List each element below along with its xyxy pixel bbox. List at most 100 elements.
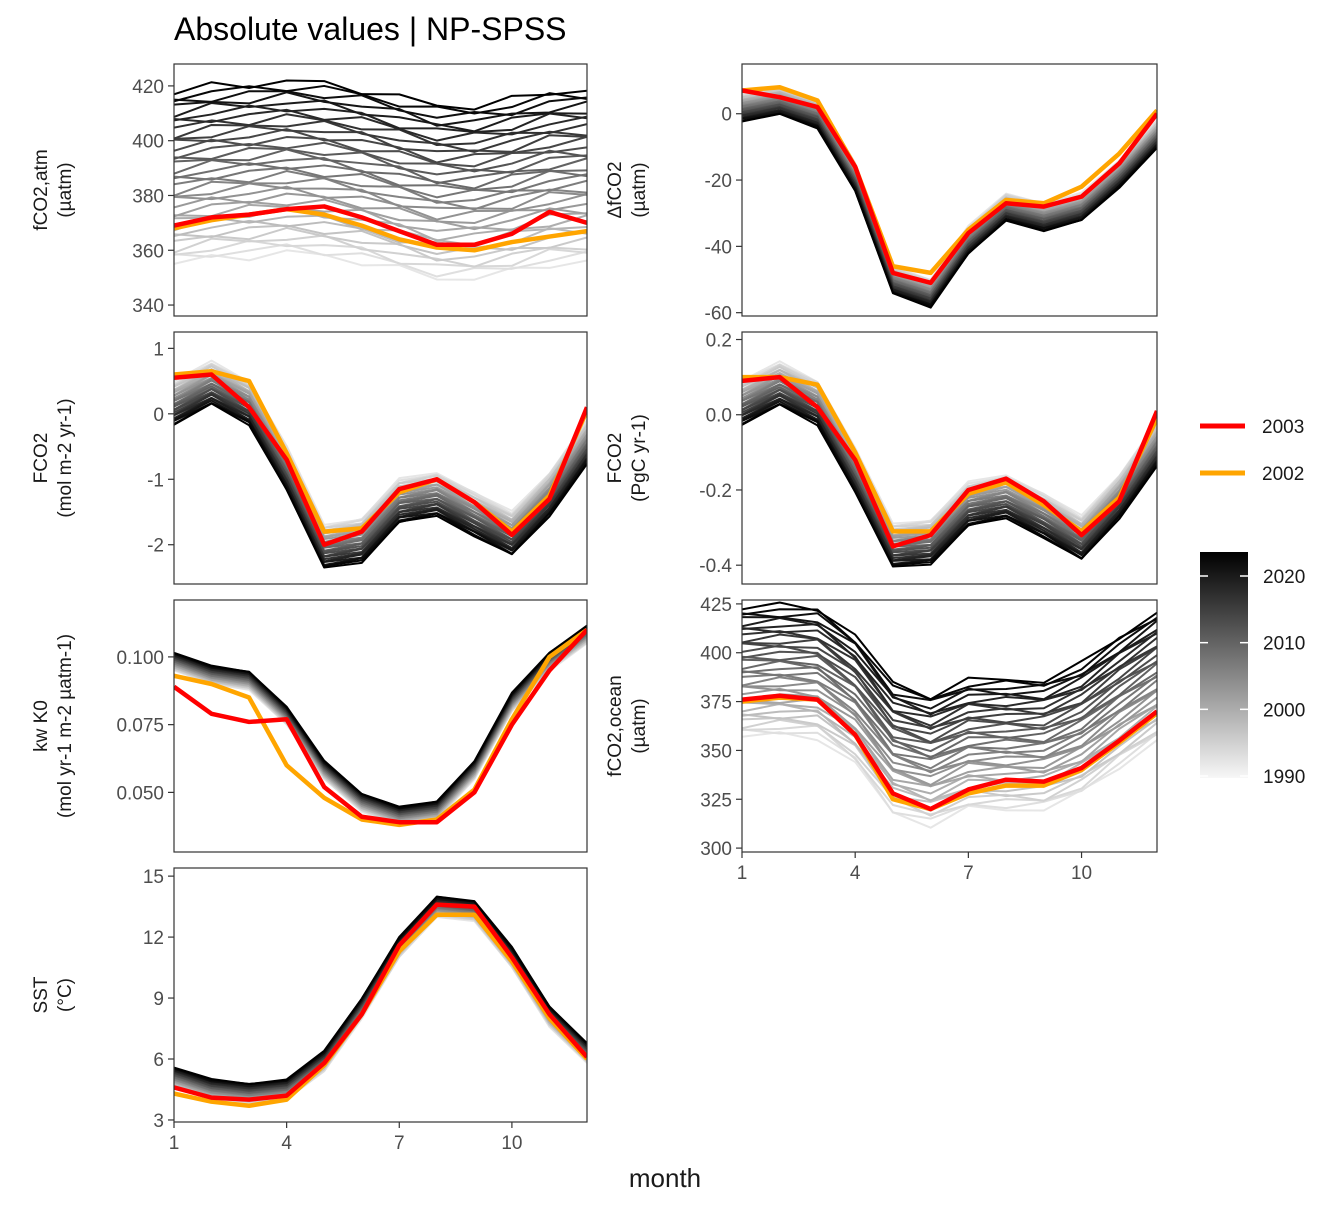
year-line-1997 bbox=[742, 702, 1157, 802]
x-tick-label: 7 bbox=[963, 863, 974, 884]
year-line-1995 bbox=[174, 224, 587, 256]
year-line-2008 bbox=[174, 633, 587, 816]
year-line-2023 bbox=[742, 112, 1157, 309]
series-2002 bbox=[174, 912, 587, 1108]
year-line-2014 bbox=[742, 638, 1157, 729]
series-2003 bbox=[174, 204, 587, 248]
year-line-2012 bbox=[174, 630, 587, 814]
y-tick-label: 400 bbox=[132, 132, 164, 153]
year-line-2023 bbox=[742, 403, 1157, 568]
y-tick-label: -60 bbox=[705, 304, 732, 325]
y-axis-label: kw K0 (mol yr-1 m-2 µatm-1) bbox=[31, 634, 76, 818]
year-line-2010 bbox=[174, 146, 587, 176]
panel-fco2_flux_area: -2 -1 0 1 FCO2 (mol m-2 yr-1) bbox=[31, 331, 588, 585]
x-tick-label: 4 bbox=[850, 863, 861, 884]
y-tick-label: -20 bbox=[705, 171, 732, 192]
year-line-2000 bbox=[174, 637, 587, 821]
series-2002 bbox=[174, 627, 587, 828]
panel-border bbox=[173, 599, 588, 853]
y-tick-label: 360 bbox=[132, 241, 164, 262]
year-line-1995 bbox=[174, 639, 587, 824]
year-line-1999 bbox=[174, 910, 587, 1099]
year-line-1990 bbox=[174, 915, 587, 1106]
y-tick-label: 12 bbox=[143, 928, 164, 949]
y-tick-label: 325 bbox=[700, 790, 732, 811]
year-line-2005 bbox=[174, 907, 587, 1097]
year-line-2010 bbox=[742, 654, 1157, 745]
year-line-1993 bbox=[174, 234, 587, 268]
year-line-2008 bbox=[174, 157, 587, 190]
colorbar bbox=[1200, 552, 1248, 778]
year-line-2002 bbox=[174, 908, 587, 1098]
year-line-2002 bbox=[174, 185, 587, 221]
y-tick-label: 375 bbox=[700, 693, 732, 714]
panel-sst: 3 6 9 12 15 1 4 7 10 SST (°C) bbox=[31, 867, 588, 1154]
panel-border bbox=[741, 599, 1158, 853]
series-2003 bbox=[174, 372, 587, 547]
y-tick-label: 425 bbox=[700, 595, 732, 616]
year-line-2012 bbox=[174, 902, 587, 1092]
year-line-2016 bbox=[174, 900, 587, 1090]
y-tick-label: -0.4 bbox=[699, 556, 732, 577]
year-line-1997 bbox=[174, 911, 587, 1101]
year-line-2013 bbox=[174, 902, 587, 1091]
year-line-2006 bbox=[174, 906, 587, 1095]
year-line-1992 bbox=[742, 724, 1157, 816]
panel-border bbox=[741, 63, 1158, 317]
year-line-2003 bbox=[174, 182, 587, 210]
year-line-2010 bbox=[174, 631, 587, 816]
y-tick-label: -2 bbox=[147, 536, 164, 557]
year-line-1997 bbox=[174, 638, 587, 822]
year-line-2023 bbox=[742, 601, 1157, 701]
x-tick-label: 1 bbox=[737, 863, 748, 884]
series-lines bbox=[174, 624, 587, 828]
year-line-2005 bbox=[174, 634, 587, 818]
y-tick-label: 0.100 bbox=[116, 648, 164, 669]
year-line-2013 bbox=[742, 642, 1157, 735]
year-line-2011 bbox=[174, 902, 587, 1092]
x-axis-label: month bbox=[629, 1163, 701, 1193]
year-line-2002 bbox=[174, 635, 587, 820]
series-lines bbox=[742, 601, 1157, 829]
y-axis-label: FCO2 (mol m-2 yr-1) bbox=[31, 398, 76, 517]
panel-border bbox=[173, 867, 588, 1123]
year-line-1993 bbox=[174, 913, 587, 1104]
year-line-1999 bbox=[174, 637, 587, 822]
year-line-2009 bbox=[174, 631, 587, 816]
series-2003 bbox=[174, 628, 587, 825]
year-line-2003 bbox=[174, 907, 587, 1097]
figure-title: Absolute values | NP-SPSS bbox=[174, 11, 567, 47]
series-2003 bbox=[742, 374, 1157, 549]
year-line-2014 bbox=[174, 125, 587, 153]
year-line-2008 bbox=[174, 904, 587, 1095]
year-line-2020 bbox=[174, 897, 587, 1087]
year-line-2015 bbox=[174, 900, 587, 1090]
year-line-2009 bbox=[174, 904, 587, 1094]
year-line-2008 bbox=[742, 659, 1157, 759]
y-tick-label: 350 bbox=[700, 741, 732, 762]
year-line-1994 bbox=[174, 640, 587, 824]
y-tick-label: 0.050 bbox=[116, 783, 164, 804]
y-tick-label: -0.2 bbox=[699, 481, 732, 502]
year-line-2006 bbox=[174, 166, 587, 199]
year-line-2007 bbox=[174, 633, 587, 818]
year-line-2023 bbox=[174, 895, 587, 1086]
year-line-2017 bbox=[742, 626, 1157, 718]
year-line-2011 bbox=[174, 631, 587, 815]
colorbar-tick-label: 2020 bbox=[1263, 567, 1305, 588]
year-line-2019 bbox=[742, 617, 1157, 716]
year-line-2017 bbox=[174, 108, 587, 142]
year-line-2002 bbox=[742, 685, 1157, 778]
x-tick-label: 1 bbox=[169, 1133, 180, 1154]
year-line-2022 bbox=[174, 895, 587, 1085]
x-tick-label: 10 bbox=[1071, 863, 1092, 884]
series-lines bbox=[174, 359, 587, 569]
y-tick-label: 0.0 bbox=[706, 406, 732, 427]
legend-label-2003: 2003 bbox=[1262, 417, 1304, 438]
year-line-1992 bbox=[174, 239, 587, 268]
year-line-2004 bbox=[742, 676, 1157, 774]
y-tick-label: 380 bbox=[132, 186, 164, 207]
series-2002 bbox=[742, 84, 1157, 276]
